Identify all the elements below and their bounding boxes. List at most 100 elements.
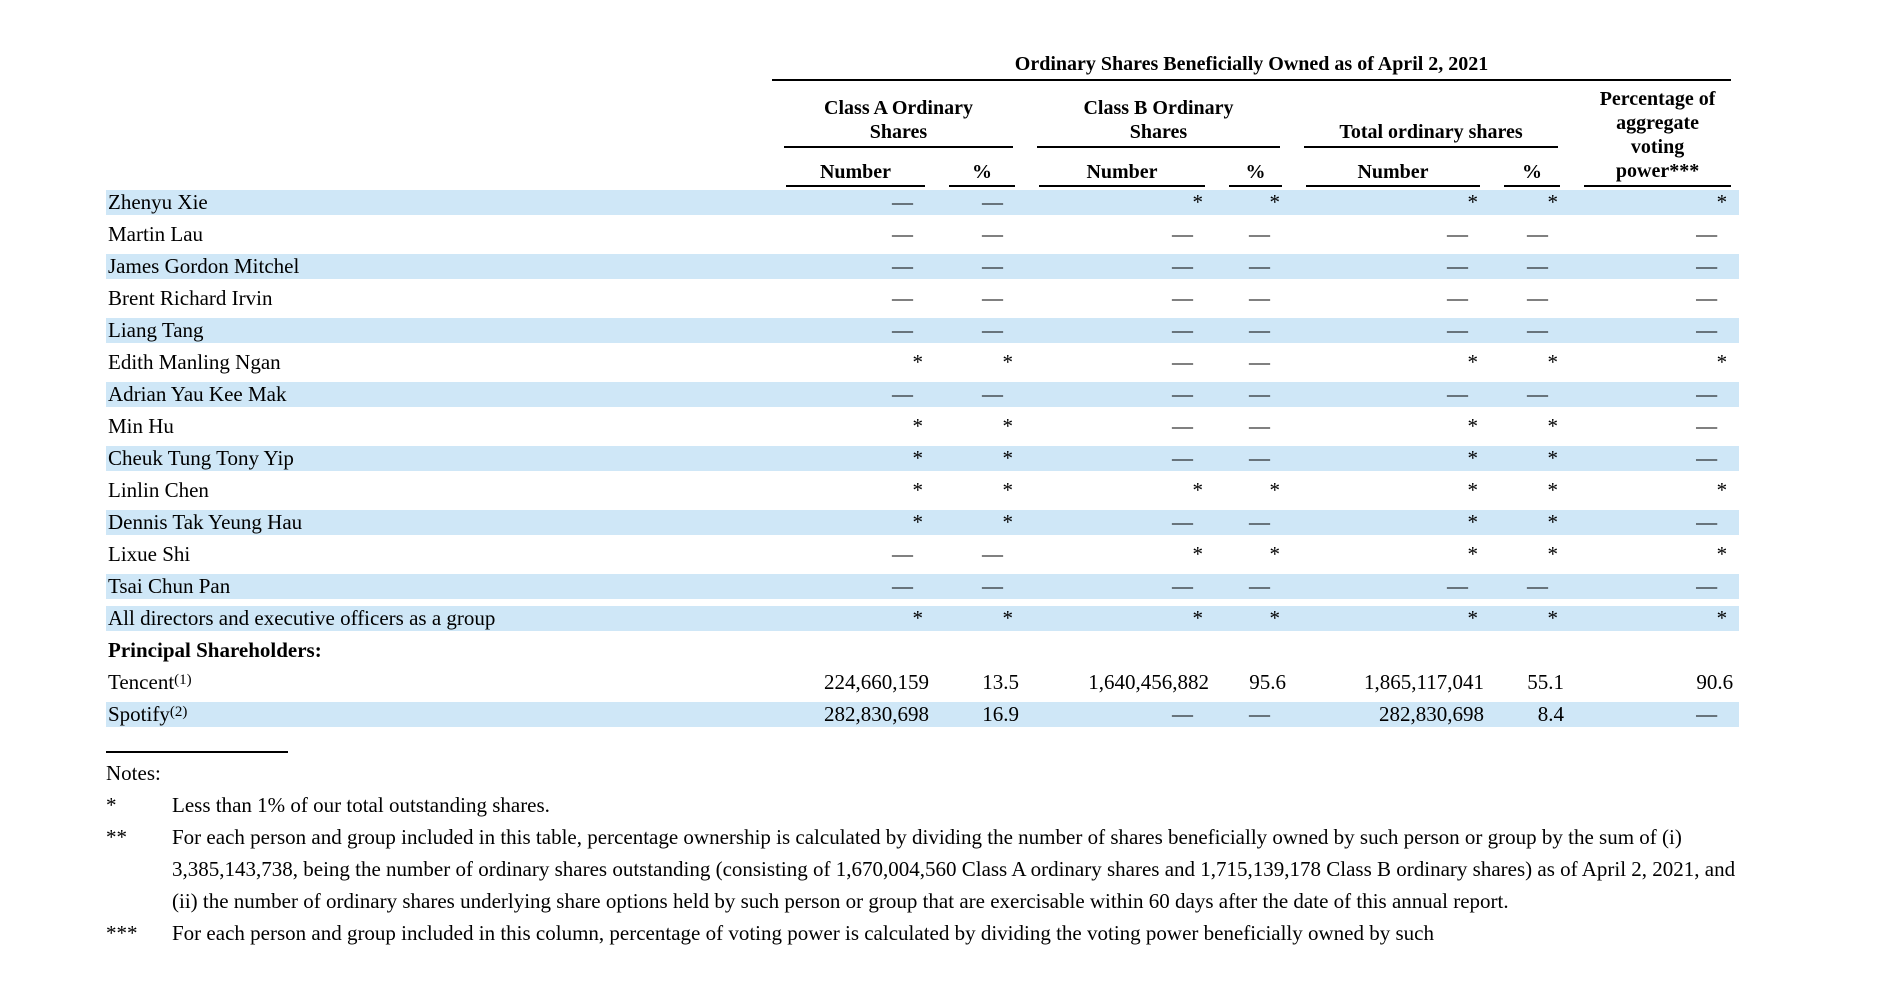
group-header-cell-total: Total ordinary shares [1292,81,1570,148]
row-name: Martin Lau [106,219,772,251]
table-cell: — [1292,315,1490,347]
table-cell: * [1025,475,1215,507]
table-cell: * [1215,603,1292,635]
group-header-voting-power: Percentage of aggregate voting power*** [1584,81,1732,187]
name-column-spacer [106,81,772,148]
table-cell: * [1570,187,1740,219]
table-cell: — [1490,283,1570,315]
table-cell: — [1025,411,1215,443]
table-cell: — [1025,251,1215,283]
table-cell: — [1025,219,1215,251]
table-cell: * [1215,539,1292,571]
table-cell: — [1025,443,1215,475]
table-cell: * [1025,539,1215,571]
table-cell: — [1215,315,1292,347]
group-header-class-a: Class A Ordinary Shares [784,90,1013,148]
table-cell: — [935,315,1025,347]
row-name: Edith Manling Ngan [106,347,772,379]
row-name: Principal Shareholders: [106,635,772,667]
row-name: Brent Richard Irvin [106,283,772,315]
table-cell: — [1215,411,1292,443]
table-cell: — [1025,347,1215,379]
column-header-total-percent: % [1490,148,1570,187]
table-cell: * [1215,187,1292,219]
table-cell: — [1570,251,1740,283]
table-cell: — [1490,379,1570,411]
table-cell: — [1025,699,1215,731]
table-cell: 8.4 [1490,699,1570,731]
table-cell: 282,830,698 [1292,699,1490,731]
row-name: Adrian Yau Kee Mak [106,379,772,411]
table-body: Zhenyu Xie — — * * * * * Martin Lau — — — — — — — James … [106,187,1740,731]
table-cell: — [1292,283,1490,315]
table-cell: * [1490,347,1570,379]
table-cell: * [1215,475,1292,507]
footnote-reference: (1) [174,672,192,688]
table-cell: — [772,315,935,347]
name-column-spacer [106,148,772,187]
table-cell: * [935,475,1025,507]
table-cell [772,635,935,667]
table-row: Zhenyu Xie — — * * * * * [106,187,1740,219]
note-text: For each person and group included in th… [172,921,1434,945]
table-row: Martin Lau — — — — — — — [106,219,1740,251]
table-cell: — [1292,379,1490,411]
table-cell: — [1025,507,1215,539]
spanning-header-row: Ordinary Shares Beneficially Owned as of… [106,52,1739,81]
table-row: Linlin Chen * * * * * * * [106,475,1740,507]
table-cell: 55.1 [1490,667,1570,699]
table-cell: — [935,571,1025,603]
table-cell: * [1490,539,1570,571]
group-header-total-shares: Total ordinary shares [1304,114,1558,148]
row-name: Tsai Chun Pan [106,571,772,603]
name-column-spacer [106,52,772,81]
table-cell: * [772,507,935,539]
table-cell: — [1215,219,1292,251]
table-row: Cheuk Tung Tony Yip * * — — * * — [106,443,1740,475]
table-row: Dennis Tak Yeung Hau * * — — * * — [106,507,1740,539]
column-header-label: Number [1039,153,1205,187]
table-cell: 90.6 [1570,667,1740,699]
group-header-cell-voting: Percentage of aggregate voting power*** [1570,81,1739,187]
table-cell: — [1570,315,1740,347]
table-cell: * [772,475,935,507]
table-cell: * [935,507,1025,539]
column-header-class-a-number: Number [772,148,935,187]
table-cell: — [772,187,935,219]
table-cell: 224,660,159 [772,667,935,699]
note-marker: *** [106,921,138,945]
note-marker: ** [106,825,127,849]
column-header-total-number: Number [1292,148,1490,187]
table-cell: * [1292,187,1490,219]
note-item: ** For each person and group included in… [106,821,1742,917]
table-cell: — [1570,411,1740,443]
table-cell: — [935,187,1025,219]
table-cell: — [1570,443,1740,475]
table-cell: * [772,347,935,379]
table-row: Lixue Shi — — * * * * * [106,539,1740,571]
footnote-reference: (2) [169,704,188,720]
note-item: * Less than 1% of our total outstanding … [106,789,1742,821]
table-cell: — [1490,251,1570,283]
row-name: Spotify(2) [106,699,772,731]
table-cell: * [1292,539,1490,571]
table-cell [935,635,1025,667]
table-cell: — [935,379,1025,411]
table-cell: — [935,539,1025,571]
table-cell: * [1292,443,1490,475]
table-cell: * [1025,187,1215,219]
table-cell: 16.9 [935,699,1025,731]
table-cell: * [1490,603,1570,635]
table-cell: * [1570,475,1740,507]
table-row: All directors and executive officers as … [106,603,1740,635]
column-header-class-a-percent: % [935,148,1025,187]
note-text: For each person and group included in th… [172,825,1736,913]
table-cell: * [935,347,1025,379]
table-cell: — [772,283,935,315]
table-cell: — [1570,379,1740,411]
table-cell [1292,635,1490,667]
table-row: Adrian Yau Kee Mak — — — — — — — [106,379,1740,411]
column-header-label: % [1504,153,1560,187]
table-cell: — [1025,283,1215,315]
column-header-label: % [1229,153,1282,187]
